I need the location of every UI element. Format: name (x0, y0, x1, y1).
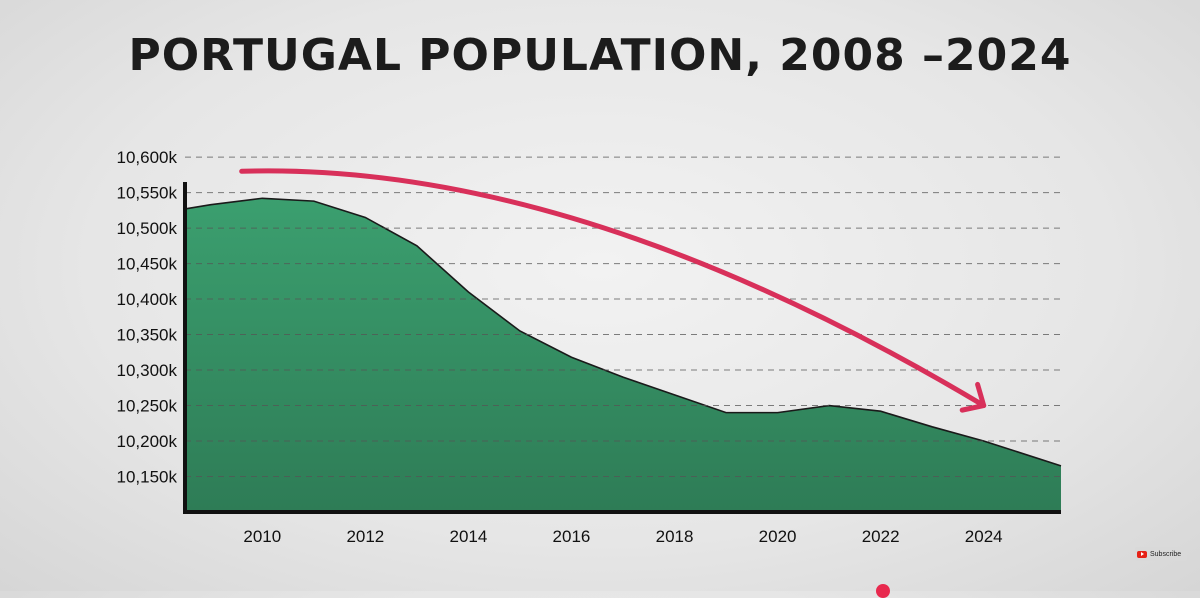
subscribe-label: Subscribe (1150, 551, 1181, 558)
y-tick-label: 10,300k (117, 361, 178, 380)
y-tick-label: 10,550k (117, 184, 178, 203)
y-tick-label: 10,450k (117, 255, 178, 274)
x-tick-label: 2016 (553, 527, 591, 546)
y-tick-label: 10,250k (117, 397, 178, 416)
subscribe-button[interactable]: Subscribe (1135, 547, 1187, 561)
y-tick-label: 10,200k (117, 432, 178, 451)
y-tick-label: 10,600k (117, 148, 178, 167)
population-area (185, 198, 1061, 512)
y-tick-label: 10,500k (117, 219, 178, 238)
x-tick-label: 2012 (346, 527, 384, 546)
x-tick-label: 2014 (449, 527, 487, 546)
x-tick-label: 2022 (862, 527, 900, 546)
youtube-icon (1137, 551, 1147, 558)
x-tick-label: 2018 (656, 527, 694, 546)
x-tick-label: 2024 (965, 527, 1003, 546)
y-tick-label: 10,150k (117, 468, 178, 487)
y-tick-label: 10,350k (117, 326, 178, 345)
x-tick-label: 2020 (759, 527, 797, 546)
progress-dot (876, 584, 890, 598)
x-tick-label: 2010 (243, 527, 281, 546)
y-tick-label: 10,400k (117, 290, 178, 309)
